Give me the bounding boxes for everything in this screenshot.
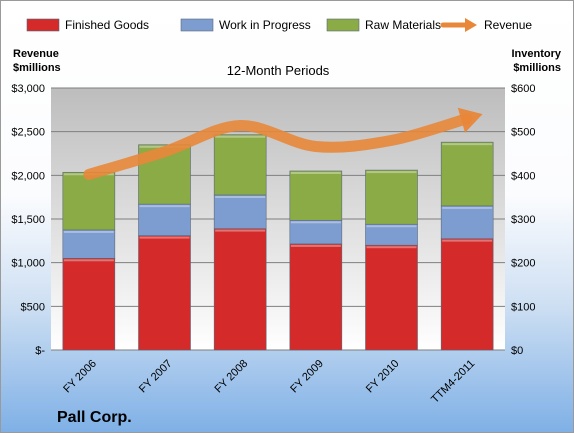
bar-highlight [215,136,265,138]
chart-title: 12-Month Periods [227,63,330,78]
right-axis-title-line1: Inventory [511,48,561,60]
category-label: TTM4-2011 [429,358,477,406]
legend-label: Finished Goods [65,18,149,32]
bar-work-in-progress [139,204,191,235]
right-tick-label: $600 [511,83,535,95]
legend-label: Raw Materials [365,18,441,32]
bar-finished-goods [366,245,418,350]
bar-finished-goods [441,239,493,350]
right-tick-label: $200 [511,258,535,270]
legend-swatch-raw-materials [327,19,359,31]
bar-work-in-progress [290,220,342,244]
bar-work-in-progress [63,230,115,258]
bar-highlight [367,171,417,173]
left-tick-label: $1,500 [11,214,45,226]
legend-label: Work in Progress [219,18,311,32]
bar-work-in-progress [214,195,266,229]
left-tick-label: $3,000 [11,83,45,95]
company-name: Pall Corp. [57,409,132,426]
bar-raw-materials [63,172,115,230]
bar-finished-goods [63,258,115,350]
bar-highlight [215,230,265,232]
right-tick-label: $500 [511,127,535,139]
left-axis-title-line2: $millions [13,62,61,74]
left-tick-label: $2,500 [11,127,45,139]
bar-highlight [442,240,492,242]
bar-highlight [291,245,341,247]
legend-label: Revenue [484,18,532,32]
bar-highlight [367,225,417,227]
right-tick-label: $400 [511,170,535,182]
bar-finished-goods [290,244,342,350]
bar-work-in-progress [441,206,493,239]
left-tick-label: $2,000 [11,170,45,182]
legend-swatch-finished-goods [27,19,59,31]
left-tick-label: $- [35,345,45,357]
bar-highlight [291,221,341,223]
category-label: FY 2006 [61,358,99,396]
bar-highlight [215,196,265,198]
left-axis-title-line1: Revenue [13,48,59,60]
bar-highlight [64,231,114,233]
right-tick-label: $100 [511,301,535,313]
legend-swatch-arrowhead [465,18,477,32]
left-tick-label: $1,000 [11,258,45,270]
bar-highlight [140,205,190,207]
bar-raw-materials [290,171,342,220]
category-label: FY 2010 [364,358,402,396]
legend: Finished Goods Work in Progress Raw Materi… [27,18,532,32]
right-tick-label: $0 [511,345,523,357]
bar-highlight [442,207,492,209]
bar-highlight [140,237,190,239]
bar-highlight [367,246,417,248]
category-label: FY 2008 [213,358,251,396]
right-axis-title-line2: $millions [513,62,561,74]
category-label: FY 2007 [137,358,175,396]
bar-highlight [291,172,341,174]
bar-raw-materials [214,135,266,195]
bar-highlight [64,259,114,261]
bar-finished-goods [139,236,191,350]
category-label: FY 2009 [288,358,326,396]
bar-raw-materials [366,170,418,224]
right-tick-label: $300 [511,214,535,226]
bar-work-in-progress [366,224,418,245]
bar-highlight [442,143,492,145]
legend-swatch-work-in-progress [181,19,213,31]
left-tick-label: $500 [21,301,45,313]
bar-finished-goods [214,229,266,350]
bar-raw-materials [441,142,493,206]
